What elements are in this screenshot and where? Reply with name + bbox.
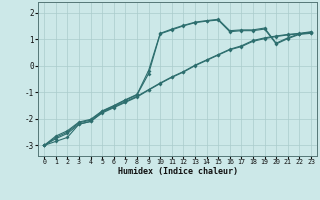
X-axis label: Humidex (Indice chaleur): Humidex (Indice chaleur): [118, 167, 238, 176]
